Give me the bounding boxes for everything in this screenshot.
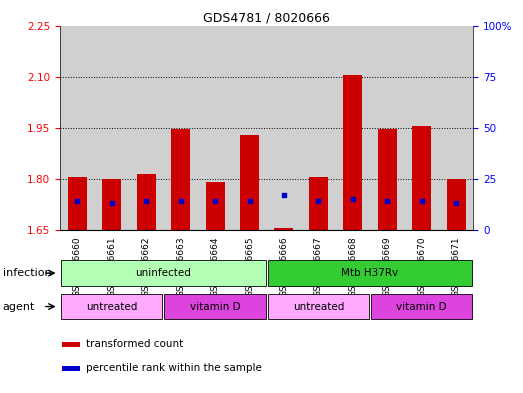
Bar [198, 26, 232, 230]
Bar [95, 26, 129, 230]
Point [176, 198, 185, 204]
Text: untreated: untreated [293, 301, 344, 312]
Bar [301, 26, 336, 230]
Bar [103, 179, 121, 230]
Text: uninfected: uninfected [135, 268, 191, 278]
Bar [275, 228, 293, 230]
Bar [336, 26, 370, 230]
Bar [447, 179, 465, 230]
Point [417, 198, 426, 204]
Text: agent: agent [3, 301, 35, 312]
Text: transformed count: transformed count [86, 340, 183, 349]
Bar [171, 129, 190, 230]
Point [211, 198, 219, 204]
Text: GDS4781 / 8020666: GDS4781 / 8020666 [203, 12, 330, 25]
Point [73, 198, 82, 204]
Point [280, 192, 288, 198]
Text: vitamin D: vitamin D [396, 301, 447, 312]
Point [349, 196, 357, 202]
Bar [129, 26, 163, 230]
Bar [412, 126, 431, 230]
Bar [232, 26, 267, 230]
Bar [61, 294, 163, 319]
Bar [163, 26, 198, 230]
Bar [137, 174, 156, 230]
Point [245, 198, 254, 204]
Bar [268, 261, 472, 286]
Point [142, 198, 151, 204]
Bar [240, 134, 259, 230]
Bar [164, 294, 266, 319]
Bar [378, 129, 397, 230]
Bar [343, 75, 362, 230]
Bar [62, 342, 79, 347]
Bar [68, 177, 87, 230]
Bar [62, 366, 79, 371]
Bar [267, 26, 301, 230]
Text: Mtb H37Rv: Mtb H37Rv [342, 268, 399, 278]
Point [383, 198, 391, 204]
Bar [206, 182, 224, 230]
Text: infection: infection [3, 268, 51, 278]
Bar [309, 177, 328, 230]
Point [108, 200, 116, 206]
Text: vitamin D: vitamin D [190, 301, 241, 312]
Bar [268, 294, 369, 319]
Bar [404, 26, 439, 230]
Bar [370, 26, 404, 230]
Point [314, 198, 323, 204]
Bar [371, 294, 472, 319]
Point [452, 200, 460, 206]
Bar [439, 26, 473, 230]
Bar [61, 261, 266, 286]
Bar [60, 26, 95, 230]
Text: untreated: untreated [86, 301, 138, 312]
Text: percentile rank within the sample: percentile rank within the sample [86, 364, 262, 373]
